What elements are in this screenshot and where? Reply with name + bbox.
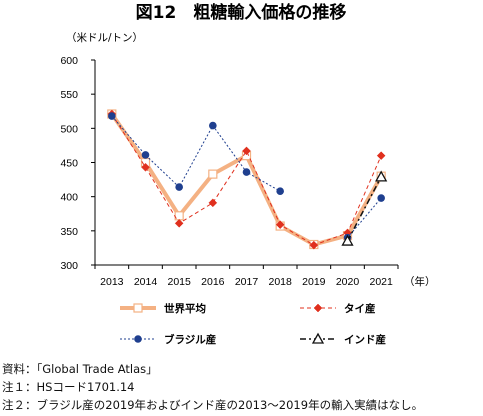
series-1-point: [208, 198, 218, 208]
series-1-point: [376, 151, 386, 161]
y-tick-label: 400: [60, 192, 78, 204]
note-2: 注２：ブラジル産の2019年およびインド産の2013～2019年の輸入実績はなし…: [2, 398, 424, 412]
x-tick-label: 2014: [134, 276, 158, 288]
series-2-point: [108, 112, 116, 120]
legend-marker: [134, 335, 142, 343]
legend-label: インド産: [344, 333, 386, 346]
x-tick-label: 2021: [369, 276, 393, 288]
x-tick-label: 2015: [167, 276, 191, 288]
legend-item-3: インド産: [300, 332, 386, 346]
note-1: 注１：HSコード1701.14: [2, 380, 135, 394]
series-0-line: [110, 112, 383, 247]
series-1-point: [309, 240, 319, 250]
legend-marker: [313, 303, 323, 313]
y-tick-label: 600: [60, 55, 78, 67]
series-2-point: [175, 183, 183, 191]
source-notes: 資料：「Global Trade Atlas」 注１：HSコード1701.14 …: [2, 360, 483, 414]
legend-item-0: 世界平均: [120, 302, 206, 315]
series-2-point: [276, 187, 284, 195]
legend-item-2: ブラジル産: [120, 333, 216, 346]
series-3-point: [375, 170, 388, 182]
series-2-line: [111, 115, 281, 192]
series-2-point: [377, 194, 385, 202]
x-tick-label: 2018: [268, 276, 292, 288]
series-2-point: [242, 168, 251, 176]
legend-marker: [311, 332, 325, 344]
legend-item-1: タイ産: [300, 302, 376, 315]
y-tick-label: 350: [60, 226, 78, 238]
legend-label: タイ産: [344, 302, 376, 315]
x-tick-label: 2019: [302, 276, 326, 288]
x-tick-label: 2017: [235, 276, 259, 288]
y-tick-label: 300: [60, 260, 78, 272]
y-tick-label: 450: [60, 158, 78, 170]
plot-area: 300 350 400 450 500 550 600 2013 2014 2015 2016 201…: [60, 55, 399, 288]
chart-title: 図12 粗糖輸入価格の推移: [136, 2, 347, 23]
y-axis-unit-label: （米ドル/トン）: [66, 31, 143, 44]
x-tick-label: 2013: [100, 276, 124, 288]
legend-label: ブラジル産: [164, 333, 216, 346]
y-tick-label: 550: [60, 89, 78, 101]
series-0-point: [208, 169, 218, 179]
series-3-line: [346, 176, 382, 242]
series-1-point: [275, 220, 285, 230]
x-axis-unit-label: （年）: [404, 275, 436, 288]
note-source: 資料：「Global Trade Atlas」: [2, 362, 158, 376]
legend-marker: [133, 303, 143, 313]
legend-label: 世界平均: [164, 302, 206, 315]
series-1-point: [174, 218, 184, 228]
series-3-point: [341, 234, 354, 246]
x-tick-label: 2016: [201, 276, 225, 288]
series-1-line: [111, 113, 382, 246]
y-tick-label: 500: [60, 123, 78, 135]
series-1-point: [141, 162, 150, 172]
x-tick-label: 2020: [336, 276, 360, 288]
series-2-line: [347, 197, 382, 238]
series-2-point: [141, 151, 150, 159]
series-1-point: [242, 146, 251, 156]
series-2-point: [209, 121, 217, 130]
